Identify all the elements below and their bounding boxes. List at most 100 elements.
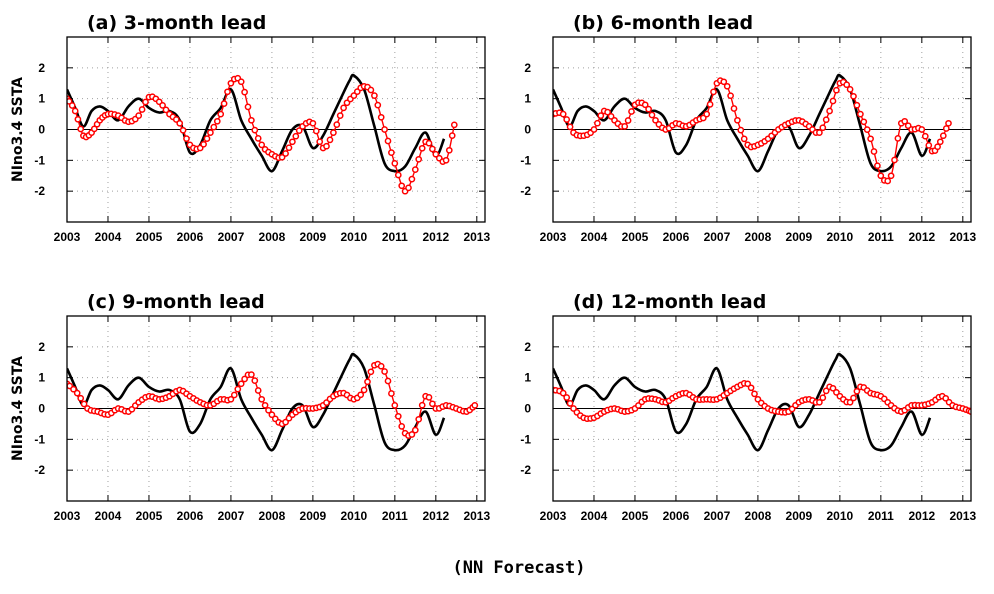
y-tick-label: 1	[38, 92, 45, 106]
forecast-point	[723, 82, 731, 90]
forecast-line	[67, 363, 476, 437]
x-tick-label: 2003	[54, 230, 81, 244]
forecast-point	[945, 119, 952, 127]
forecast-point	[432, 150, 440, 158]
x-tick-label: 2006	[663, 230, 690, 244]
forecast-point	[734, 116, 741, 124]
x-tick-label: 2012	[908, 230, 935, 244]
y-tick-label: -2	[520, 184, 531, 198]
forecast-point	[261, 401, 269, 409]
y-tick-label: -1	[520, 432, 531, 446]
forecast-point	[429, 145, 436, 153]
forecast-point	[377, 362, 385, 370]
forecast-point	[843, 81, 851, 89]
x-tick-label: 2010	[341, 509, 368, 523]
panel-title: (d) 12-month lead	[573, 291, 766, 313]
panel-title: (c) 9-month lead	[87, 291, 265, 313]
forecast-point	[918, 126, 926, 133]
forecast-point	[265, 406, 272, 414]
forecast-point	[254, 135, 262, 142]
x-tick-label: 2004	[95, 230, 122, 244]
forecast-point	[217, 110, 225, 118]
plot-frame	[552, 36, 972, 223]
forecast-point	[846, 86, 854, 93]
forecast-point	[408, 175, 416, 183]
forecast-point	[559, 110, 567, 118]
y-tick-label: 0	[38, 123, 45, 137]
forecast-point	[224, 88, 231, 96]
forecast-point	[445, 146, 453, 154]
plot-frame	[66, 36, 486, 223]
observed-line	[553, 352, 932, 452]
forecast-point	[891, 156, 898, 164]
forecast-point	[901, 117, 909, 125]
x-tick-label: 2003	[540, 230, 567, 244]
forecast-point	[258, 395, 266, 403]
x-tick-label: 2003	[540, 509, 567, 523]
forecast-point	[884, 177, 892, 185]
x-tick-label: 2008	[745, 509, 772, 523]
forecast-point	[237, 380, 245, 388]
x-tick-label: 2010	[827, 509, 854, 523]
forecast-point	[367, 368, 375, 376]
plot-area	[67, 73, 458, 195]
forecast-point	[829, 384, 837, 392]
x-tick-label: 2008	[745, 230, 772, 244]
forecast-point	[604, 108, 611, 116]
x-tick-label: 2004	[581, 230, 608, 244]
y-tick-label: 1	[524, 92, 531, 106]
footer-label: (NN Forecast)	[452, 558, 585, 578]
chart-panel-2: 2003 2004 2005 2006 2007 2008 2009 2010 2011 2012…	[520, 12, 976, 244]
forecast-point	[816, 398, 823, 406]
y-tick-label: 2	[38, 340, 45, 354]
forecast-point	[850, 394, 857, 402]
forecast-point	[563, 394, 571, 401]
forecast-point	[289, 138, 296, 146]
observed-line	[553, 73, 932, 173]
forecast-point	[295, 127, 303, 134]
x-tick-label: 2011	[868, 509, 894, 523]
forecast-point	[826, 107, 833, 115]
forecast-point	[135, 112, 143, 119]
y-tick-label: 2	[38, 61, 45, 75]
forecast-point	[241, 88, 248, 96]
forecast-point	[652, 116, 659, 124]
x-tick-label: 2012	[908, 509, 935, 523]
forecast-point	[819, 394, 827, 402]
forecast-point	[333, 121, 341, 128]
x-tick-label: 2007	[218, 509, 245, 523]
y-tick-label: 0	[524, 123, 531, 137]
forecast-point	[853, 387, 861, 395]
plot-area	[67, 352, 479, 452]
y-axis-label: NIno3.4 SSTA	[10, 356, 26, 461]
forecast-point	[450, 121, 458, 129]
x-tick-label: 2005	[136, 230, 163, 244]
forecast-point	[381, 368, 388, 375]
forecast-point	[853, 101, 861, 109]
forecast-point	[323, 142, 330, 150]
x-tick-label: 2005	[622, 509, 649, 523]
forecast-point	[429, 400, 436, 408]
observed-line	[67, 73, 446, 173]
forecast-point	[388, 149, 395, 156]
forecast-point	[258, 141, 266, 149]
forecast-point	[563, 116, 571, 123]
forecast-point	[381, 126, 388, 133]
forecast-point	[357, 391, 365, 399]
forecast-point	[70, 385, 77, 393]
forecast-point	[925, 142, 933, 149]
x-tick-label: 2005	[136, 509, 163, 523]
forecast-point	[936, 138, 944, 146]
x-tick-label: 2010	[341, 230, 368, 244]
forecast-point	[624, 117, 632, 124]
x-tick-label: 2009	[300, 509, 327, 523]
forecast-point	[227, 79, 235, 87]
forecast-point	[251, 126, 259, 134]
plot-area	[553, 73, 952, 185]
forecast-point	[942, 125, 950, 132]
y-tick-label: 1	[524, 371, 531, 385]
x-tick-label: 2012	[422, 509, 449, 523]
forecast-point	[234, 385, 242, 393]
y-tick-label: 1	[38, 371, 45, 385]
forecast-point	[737, 126, 745, 134]
